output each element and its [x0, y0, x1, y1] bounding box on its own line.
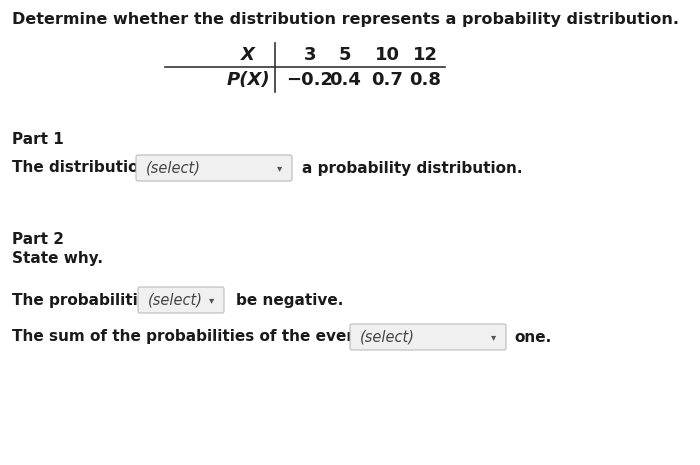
Text: State why.: State why.	[12, 251, 103, 266]
Text: Determine whether the distribution represents a probability distribution.: Determine whether the distribution repre…	[12, 12, 679, 27]
Text: 12: 12	[412, 46, 438, 64]
Text: 0.8: 0.8	[409, 71, 441, 89]
Text: The sum of the probabilities of the events: The sum of the probabilities of the even…	[12, 330, 374, 345]
Text: be negative.: be negative.	[236, 292, 344, 307]
FancyBboxPatch shape	[136, 155, 292, 181]
Text: −0.2: −0.2	[286, 71, 333, 89]
Text: 0.4: 0.4	[329, 71, 361, 89]
FancyBboxPatch shape	[350, 324, 506, 350]
Text: (select): (select)	[360, 330, 415, 345]
Text: The distribution: The distribution	[12, 160, 149, 175]
Text: one.: one.	[514, 330, 552, 345]
Text: 5: 5	[339, 46, 351, 64]
Text: Part 1: Part 1	[12, 133, 64, 147]
Text: 0.7: 0.7	[371, 71, 403, 89]
Text: ▾: ▾	[277, 163, 283, 173]
Text: ▾: ▾	[209, 295, 215, 305]
Text: 3: 3	[304, 46, 316, 64]
FancyBboxPatch shape	[138, 287, 224, 313]
Text: Part 2: Part 2	[12, 232, 64, 247]
Text: ▾: ▾	[491, 332, 496, 342]
Text: X: X	[241, 46, 255, 64]
Text: 10: 10	[374, 46, 400, 64]
Text: (select): (select)	[148, 292, 203, 307]
Text: P(X): P(X)	[226, 71, 270, 89]
Text: a probability distribution.: a probability distribution.	[302, 160, 522, 175]
Text: The probabilities: The probabilities	[12, 292, 157, 307]
Text: (select): (select)	[146, 160, 201, 175]
